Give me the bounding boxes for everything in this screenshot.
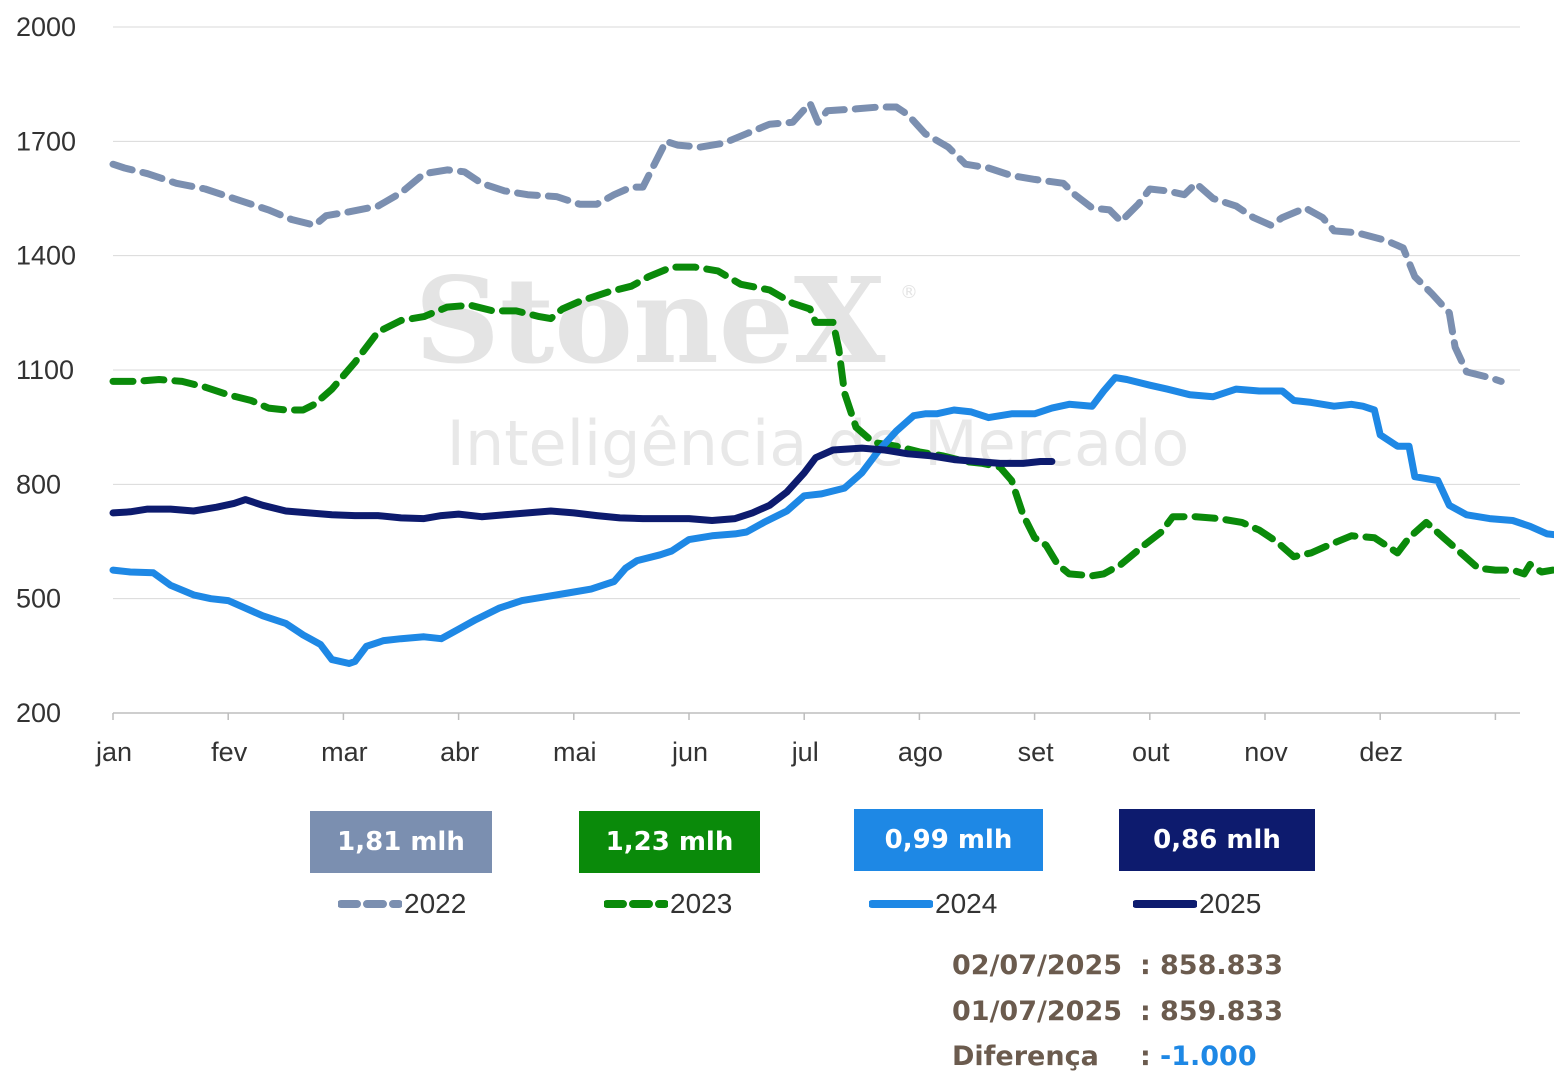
x-tick-mai: mai bbox=[553, 737, 597, 767]
y-tick-500: 500 bbox=[16, 584, 61, 614]
badge-2024-text: 0,99 mlh bbox=[884, 825, 1013, 855]
legend-label-2023: 2023 bbox=[670, 888, 733, 919]
series-line-2023 bbox=[109, 263, 1554, 580]
x-tick-dez: dez bbox=[1359, 737, 1403, 767]
x-axis: jan fev mar abr mai jun jul ago set out nov dez bbox=[95, 713, 1497, 767]
legend-item-2022: 2022 bbox=[338, 884, 466, 924]
legend-item-2023: 2023 bbox=[604, 884, 732, 924]
comparison-difference-value: -1.000 bbox=[1160, 1041, 1257, 1072]
x-tick-jan: jan bbox=[95, 737, 132, 767]
legend-item-2024: 2024 bbox=[869, 884, 997, 924]
line-chart: StoneX ® Inteligência de Mercado 2000 170… bbox=[16, 12, 1554, 767]
legend-label-2022: 2022 bbox=[404, 888, 467, 919]
gridlines bbox=[113, 26, 1520, 714]
x-tick-jul: jul bbox=[791, 737, 819, 767]
badge-2025-text: 0,86 mlh bbox=[1153, 825, 1281, 855]
x-tick-out: out bbox=[1132, 737, 1170, 767]
badge-2023-text: 1,23 mlh bbox=[605, 827, 734, 857]
legend-label-2024: 2024 bbox=[935, 888, 998, 919]
watermark: StoneX ® Inteligência de Mercado bbox=[415, 251, 1190, 480]
comparison-value-today: 858.833 bbox=[1160, 950, 1283, 981]
badge-2025: 0,86 mlh bbox=[1119, 809, 1315, 871]
x-tick-abr: abr bbox=[440, 737, 479, 767]
legend-label-2025: 2025 bbox=[1199, 888, 1262, 919]
y-tick-800: 800 bbox=[16, 469, 61, 499]
y-tick-2000: 2000 bbox=[16, 12, 76, 42]
series-line-2024 bbox=[109, 374, 1554, 667]
series-line-2022 bbox=[109, 99, 1505, 385]
comparison-value-yesterday: 859.833 bbox=[1160, 996, 1283, 1027]
y-tick-1700: 1700 bbox=[16, 126, 76, 156]
watermark-registered: ® bbox=[900, 282, 918, 303]
y-axis: 2000 1700 1400 1100 800 500 200 bbox=[16, 12, 76, 728]
legend-swatch-2024 bbox=[869, 900, 933, 908]
watermark-tagline: Inteligência de Mercado bbox=[447, 407, 1190, 480]
comparison-date-yesterday: 01/07/2025 bbox=[952, 996, 1123, 1027]
y-tick-1100: 1100 bbox=[16, 355, 74, 385]
comparison-date-today: 02/07/2025 bbox=[952, 950, 1123, 981]
x-tick-jun: jun bbox=[671, 737, 708, 767]
legend-swatch-2022 bbox=[338, 900, 402, 908]
series-line-2025 bbox=[109, 444, 1056, 524]
x-tick-mar: mar bbox=[321, 737, 368, 767]
badge-2022-text: 1,81 mlh bbox=[337, 827, 465, 857]
x-tick-ago: ago bbox=[898, 737, 943, 767]
legend-item-2025: 2025 bbox=[1133, 884, 1261, 924]
comparison-separator: : bbox=[1140, 996, 1151, 1027]
x-tick-set: set bbox=[1018, 737, 1055, 767]
comparison-separator: : bbox=[1140, 1041, 1151, 1072]
badge-2024: 0,99 mlh bbox=[854, 809, 1043, 871]
legend-swatch-2025 bbox=[1133, 900, 1197, 908]
x-tick-nov: nov bbox=[1244, 737, 1288, 767]
comparison-difference-label: Diferença bbox=[952, 1041, 1099, 1072]
badge-2022: 1,81 mlh bbox=[310, 811, 492, 873]
x-tick-fev: fev bbox=[211, 737, 248, 767]
series-lines bbox=[109, 99, 1554, 667]
comparison-separator: : bbox=[1140, 950, 1151, 981]
y-tick-1400: 1400 bbox=[16, 241, 76, 271]
badge-2023: 1,23 mlh bbox=[579, 811, 760, 873]
legend-swatch-2023 bbox=[604, 900, 668, 908]
y-tick-200: 200 bbox=[16, 698, 61, 728]
